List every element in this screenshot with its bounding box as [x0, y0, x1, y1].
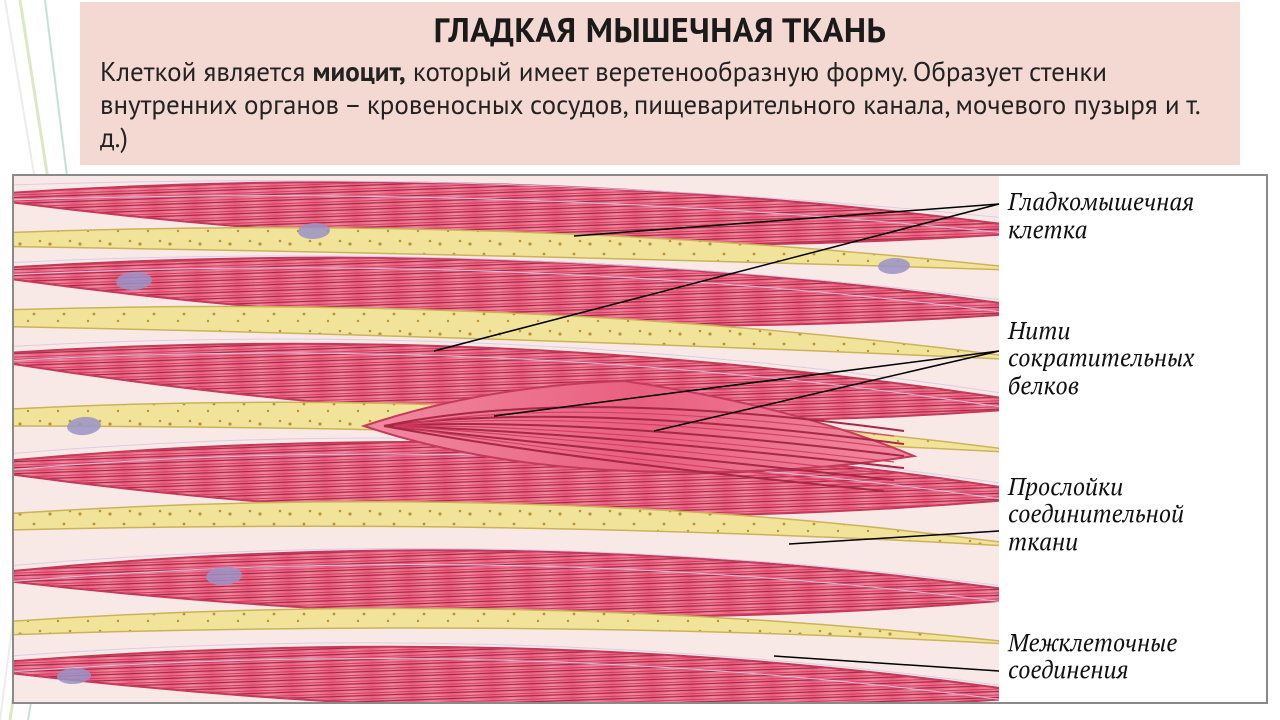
label-smooth-cell: Гладкомышечная клетка [1008, 188, 1256, 243]
label-junctions: Межклеточные соединения [1008, 629, 1256, 684]
diagram-figure: Гладкомышечная клетка Нити сократительны… [12, 174, 1268, 704]
desc-bold: миоцит, [313, 55, 406, 89]
label-connective: Прослойки соединительной ткани [1008, 473, 1256, 556]
desc-pre: Клеткой является [100, 55, 313, 89]
figure-labels: Гладкомышечная клетка Нити сократительны… [1000, 176, 1266, 702]
slide-title: ГЛАДКАЯ МЫШЕЧНАЯ ТКАНЬ [100, 8, 1220, 52]
label-filaments: Нити сократительных белков [1008, 317, 1256, 400]
slide-description: Клеткой является миоцит, который имеет в… [100, 56, 1220, 155]
header-block: ГЛАДКАЯ МЫШЕЧНАЯ ТКАНЬ Клеткой является … [80, 2, 1240, 165]
tissue-illustration [14, 176, 999, 702]
